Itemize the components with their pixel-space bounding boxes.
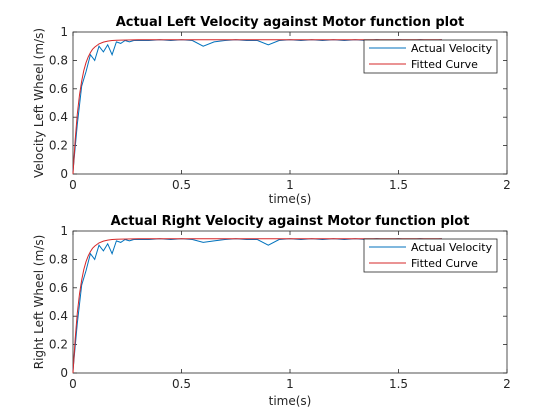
chart-title: Actual Right Velocity against Motor func…: [111, 214, 470, 229]
y-tick-label: 0.2: [49, 139, 68, 153]
y-tick-label: 0.8: [49, 53, 68, 67]
y-tick-label: 0.2: [49, 338, 68, 352]
legend-label-actual-velocity: Actual Velocity: [411, 241, 493, 254]
chart-title: Actual Left Velocity against Motor funct…: [116, 15, 465, 30]
legend: Actual Velocity Fitted Curve: [363, 238, 498, 273]
x-tick-label: 0: [69, 377, 77, 391]
y-tick-label: 0.4: [49, 110, 68, 124]
y-tick-label: 0: [60, 167, 68, 181]
x-tick-label: 1: [286, 377, 294, 391]
y-axis-label: Velocity Left Wheel (m/s): [32, 28, 46, 178]
x-tick-label: 0.5: [172, 377, 191, 391]
series-line-fitted-curve: [72, 39, 442, 175]
subplot-left-velocity: Actual Left Velocity against Motor funct…: [32, 15, 511, 206]
y-tick-label: 0.6: [49, 82, 68, 96]
x-tick-label: 0: [69, 178, 77, 192]
x-tick-label: 1: [286, 178, 294, 192]
legend-label-fitted-curve: Fitted Curve: [411, 257, 478, 270]
x-tick-label: 0.5: [172, 178, 191, 192]
legend: Actual Velocity Fitted Curve: [363, 39, 498, 74]
plot-area: 0 0.5 1 1.5 2 0 0.2 0.4 0.6 0.8 1: [49, 224, 511, 391]
y-tick-label: 0.8: [49, 252, 68, 266]
series-line-fitted-curve: [72, 238, 442, 374]
y-tick-label: 1: [60, 25, 68, 39]
x-tick-label: 2: [503, 178, 511, 192]
y-tick-label: 1: [60, 224, 68, 238]
y-axis-label: Right Left Wheel (m/s): [32, 235, 46, 370]
x-tick-label: 1.5: [389, 178, 408, 192]
legend-label-actual-velocity: Actual Velocity: [411, 42, 493, 55]
subplot-right-velocity: Actual Right Velocity against Motor func…: [32, 214, 511, 408]
x-tick-label: 2: [503, 377, 511, 391]
y-tick-label: 0.4: [49, 309, 68, 323]
x-axis-label: time(s): [269, 192, 312, 206]
legend-box: [363, 238, 498, 273]
x-tick-label: 1.5: [389, 377, 408, 391]
y-tick-label: 0.6: [49, 281, 68, 295]
legend-box: [363, 39, 498, 74]
legend-label-fitted-curve: Fitted Curve: [411, 58, 478, 71]
y-tick-label: 0: [60, 366, 68, 380]
x-axis-label: time(s): [269, 394, 312, 408]
